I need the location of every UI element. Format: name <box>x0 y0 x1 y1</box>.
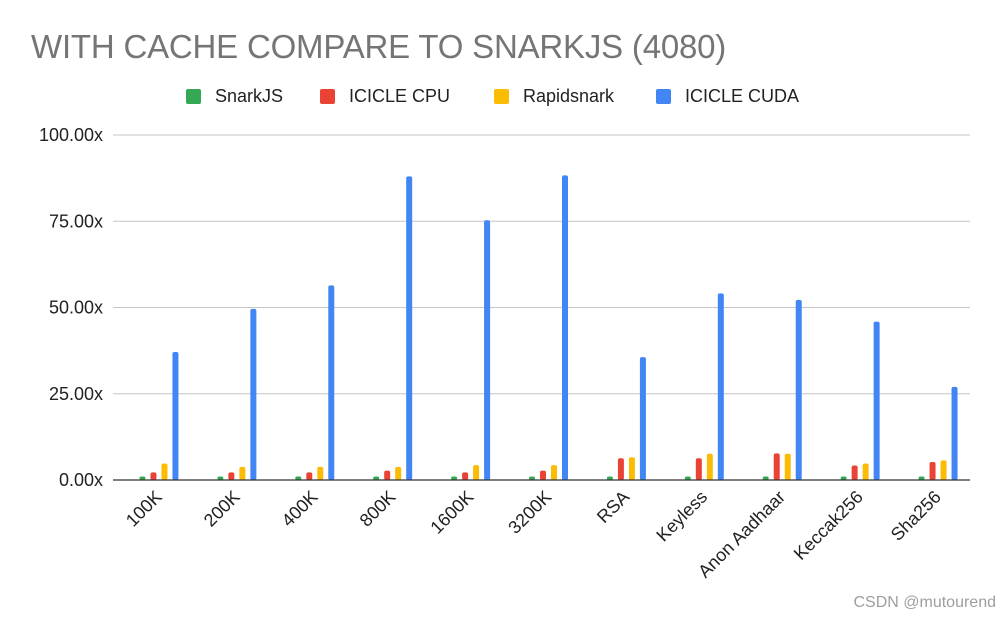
legend-item: ICICLE CPU <box>320 84 450 108</box>
bar-icicle-cpu <box>929 462 936 480</box>
bar-snarkjs <box>918 476 925 480</box>
x-tick-label: Keccak256 <box>790 487 867 564</box>
bar-icicle-cuda <box>562 175 568 481</box>
bar-rapidsnark <box>784 453 791 480</box>
legend: SnarkJS ICICLE CPU Rapidsnark ICICLE CUDA <box>0 84 1002 108</box>
legend-swatch <box>494 88 509 104</box>
bar-icicle-cuda <box>795 299 802 480</box>
bar-snarkjs <box>139 476 146 480</box>
bar-icicle-cpu <box>228 472 235 480</box>
legend-item: ICICLE CUDA <box>656 84 799 108</box>
bar-icicle-cpu <box>851 465 858 480</box>
legend-label: ICICLE CPU <box>349 85 451 106</box>
y-tick-label: 50.00x <box>49 298 103 318</box>
bar-icicle-cpu <box>462 472 469 480</box>
x-tick-label: 800K <box>356 487 400 531</box>
y-tick-label: 25.00x <box>49 384 103 404</box>
bar-icicle-cpu <box>540 470 546 480</box>
bar-icicle-cuda <box>406 176 413 480</box>
legend-item: SnarkJS <box>186 84 283 108</box>
x-tick-label: 3200K <box>504 487 555 538</box>
bar-icicle-cpu <box>773 453 780 480</box>
bar-snarkjs <box>529 476 535 480</box>
x-tick-label: Sha256 <box>887 487 945 545</box>
bar-snarkjs <box>295 476 302 480</box>
x-tick-label: 400K <box>278 487 322 531</box>
x-tick-label: 200K <box>200 487 244 531</box>
bar-rapidsnark <box>862 463 869 480</box>
bar-icicle-cpu <box>384 470 391 480</box>
bar-icicle-cuda <box>717 293 724 480</box>
bar-rapidsnark <box>395 466 402 480</box>
chart-title: WITH CACHE COMPARE TO SNARKJS (4080) <box>31 28 727 65</box>
bar-icicle-cpu <box>617 458 624 480</box>
bar-icicle-cuda <box>250 308 257 480</box>
bar-rapidsnark <box>706 453 713 480</box>
bar-snarkjs <box>217 476 224 480</box>
bar-snarkjs <box>373 476 380 480</box>
legend-label: ICICLE CUDA <box>685 85 800 106</box>
y-tick-label: 75.00x <box>49 211 103 231</box>
y-tick-label: 0.00x <box>59 470 103 490</box>
bar-icicle-cuda <box>484 220 491 480</box>
bar-icicle-cpu <box>695 458 702 480</box>
bar-icicle-cuda <box>951 386 958 480</box>
bar-rapidsnark <box>628 457 635 480</box>
legend-label: Rapidsnark <box>523 85 615 106</box>
bar-snarkjs <box>762 476 769 480</box>
bar-snarkjs <box>606 476 613 480</box>
legend-item: Rapidsnark <box>494 84 614 108</box>
legend-swatch <box>320 88 335 104</box>
bar-rapidsnark <box>239 466 246 480</box>
x-tick-label: 1600K <box>426 487 477 538</box>
watermark-text: CSDN @mutourend <box>853 594 996 611</box>
bar-icicle-cuda <box>328 285 335 480</box>
bar-rapidsnark <box>161 463 168 480</box>
legend-swatch <box>186 88 201 104</box>
bar-rapidsnark <box>940 460 947 480</box>
legend-label: SnarkJS <box>215 85 284 106</box>
bar-rapidsnark <box>317 466 324 480</box>
bar-icicle-cuda <box>873 321 880 480</box>
x-tick-label: Keyless <box>652 487 711 546</box>
bar-icicle-cuda <box>172 352 179 480</box>
bar-rapidsnark <box>551 465 557 480</box>
bar-icicle-cpu <box>150 472 157 480</box>
legend-swatch <box>656 88 671 104</box>
x-tick-label: RSA <box>593 487 633 527</box>
bar-snarkjs <box>840 476 847 480</box>
bar-snarkjs <box>451 476 458 480</box>
bar-icicle-cuda <box>639 357 646 480</box>
x-tick-label: 100K <box>122 487 166 531</box>
y-tick-label: 100.00x <box>39 125 103 145</box>
bar-rapidsnark <box>473 465 480 480</box>
bar-icicle-cpu <box>306 472 313 480</box>
bar-snarkjs <box>684 476 691 480</box>
